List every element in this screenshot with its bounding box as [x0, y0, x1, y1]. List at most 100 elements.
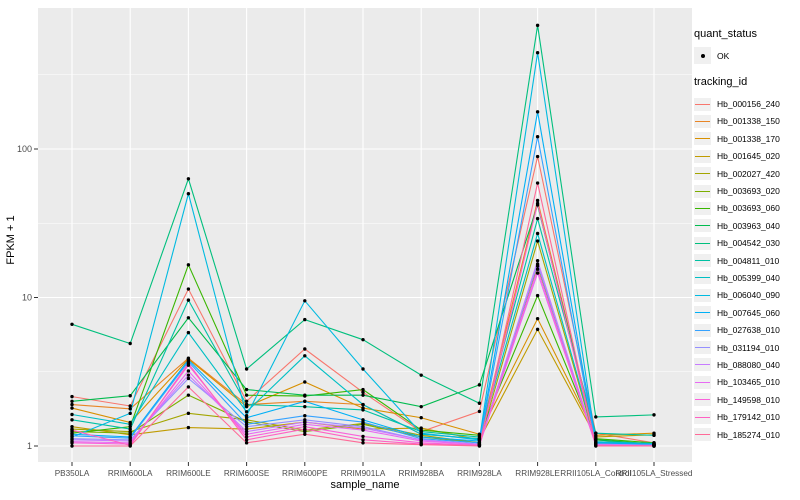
legend-panel: quant_status OK tracking_id Hb_000156_24…: [694, 28, 800, 443]
data-point: [244, 416, 249, 420]
x-tick-label: RRIM928LE: [515, 469, 560, 478]
legend-label-ok: OK: [717, 50, 730, 61]
legend-item-label: Hb_103465_010: [717, 377, 780, 388]
legend-item: Hb_003693_020: [694, 182, 800, 199]
data-point: [70, 322, 74, 326]
data-point: [128, 422, 132, 426]
data-point: [70, 434, 74, 438]
data-point: [535, 239, 540, 243]
x-tick-label: RRIM600LA: [108, 469, 153, 478]
legend-key-swatch: [694, 254, 711, 268]
legend-item-label: Hb_007645_060: [717, 307, 780, 318]
legend-item: Hb_031194_010: [694, 339, 800, 356]
series-color-line-icon: [695, 225, 710, 227]
data-point: [477, 401, 482, 405]
legend-item-label: Hb_003693_020: [717, 186, 780, 197]
series-color-line-icon: [695, 364, 710, 366]
data-point: [361, 434, 365, 439]
legend-item: Hb_149598_010: [694, 391, 800, 408]
data-point: [186, 361, 191, 366]
data-point: [186, 425, 191, 430]
legend-item: Hb_000156_240: [694, 95, 800, 112]
data-point: [361, 441, 365, 445]
series-color-line-icon: [695, 138, 710, 140]
data-point: [70, 406, 74, 410]
x-tick-label: RRIM928LA: [457, 469, 502, 478]
data-point: [419, 404, 423, 409]
legend-item: Hb_001645_020: [694, 148, 800, 165]
data-point: [244, 427, 249, 431]
data-point: [361, 390, 365, 394]
legend-key-swatch: [694, 410, 711, 424]
data-point: [535, 262, 540, 266]
series-color-line-icon: [695, 434, 710, 435]
legend-key-swatch: [694, 167, 711, 181]
y-tick-label: 1: [27, 441, 32, 451]
legend-item: Hb_185274_010: [694, 426, 800, 443]
data-point: [303, 404, 307, 409]
data-point: [70, 424, 74, 429]
legend-item-label: Hb_001338_170: [717, 133, 780, 144]
data-point: [652, 413, 656, 417]
data-point: [303, 422, 307, 426]
legend-key-swatch: [694, 323, 711, 337]
data-point: [70, 428, 74, 432]
legend-item-ok: OK: [694, 47, 800, 65]
data-point: [535, 154, 540, 159]
legend-key-swatch: [694, 341, 711, 355]
data-point: [186, 192, 191, 196]
data-point: [361, 337, 365, 342]
x-tick-label: RRIM901LA: [341, 469, 386, 478]
legend-item-label: Hb_001645_020: [717, 151, 780, 162]
legend-item: Hb_005399_040: [694, 269, 800, 286]
data-point: [70, 399, 74, 403]
data-point: [128, 431, 132, 435]
legend-tracking-items: Hb_000156_240 Hb_001338_150 Hb_001338_170 H…: [694, 95, 800, 443]
y-axis-title: FPKM + 1: [5, 215, 17, 264]
data-point: [361, 408, 365, 412]
legend-quant-status: quant_status OK: [694, 28, 800, 65]
series-color-line-icon: [695, 190, 710, 192]
legend-title-quant-status: quant_status: [694, 28, 757, 40]
data-point: [535, 181, 540, 185]
data-point: [477, 383, 482, 387]
legend-item-label: Hb_001338_150: [717, 116, 780, 127]
legend-key-swatch: [694, 375, 711, 389]
data-point: [303, 424, 307, 429]
legend-item-label: Hb_005399_040: [717, 272, 780, 283]
legend-item-label: Hb_002027_420: [717, 168, 780, 179]
data-point: [303, 429, 307, 434]
legend-key-swatch: [694, 393, 711, 407]
data-point: [361, 420, 365, 424]
data-point: [70, 412, 74, 417]
legend-key-swatch: [694, 236, 711, 250]
data-point: [186, 287, 191, 291]
series-color-line-icon: [695, 277, 710, 279]
legend-key-swatch: [694, 114, 711, 128]
series-color-line-icon: [695, 347, 710, 349]
legend-key-swatch: [694, 201, 711, 215]
x-tick-label: RRIM928BA: [398, 469, 444, 478]
legend-item-label: Hb_027638_010: [717, 325, 780, 336]
legend-key-ok: [694, 47, 711, 65]
legend-item: Hb_003693_060: [694, 200, 800, 217]
data-point: [128, 427, 132, 431]
y-tick-label: 100: [17, 144, 32, 154]
data-point: [128, 394, 132, 398]
series-color-line-icon: [695, 242, 710, 244]
x-tick-label: RRII105LA_Control: [560, 469, 631, 478]
legend-item-label: Hb_003963_040: [717, 220, 780, 231]
data-point: [186, 298, 191, 302]
data-point: [535, 231, 540, 236]
legend-item-label: Hb_149598_010: [717, 394, 780, 405]
data-point: [70, 444, 74, 448]
legend-item-label: Hb_185274_010: [717, 429, 780, 440]
series-color-line-icon: [695, 207, 710, 209]
data-point: [303, 427, 307, 431]
data-point: [186, 177, 191, 181]
legend-item: Hb_006040_090: [694, 287, 800, 304]
series-color-line-icon: [695, 381, 710, 383]
data-point: [477, 444, 482, 448]
data-point: [128, 411, 132, 416]
